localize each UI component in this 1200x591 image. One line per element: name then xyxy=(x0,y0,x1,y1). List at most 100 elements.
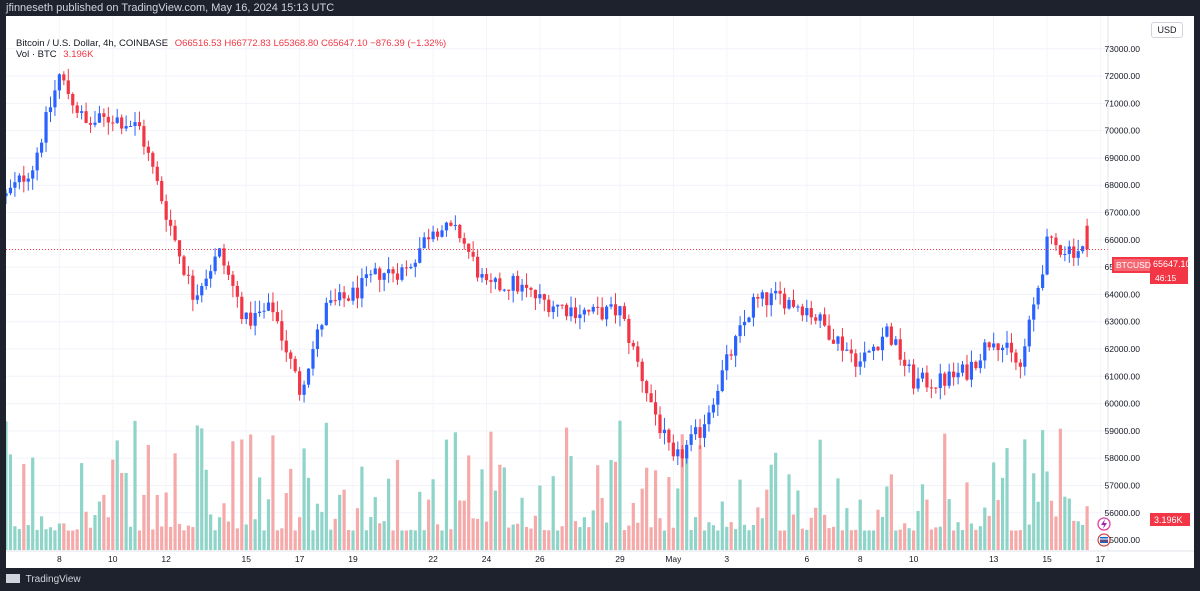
candle-body xyxy=(774,290,778,294)
volume-bar xyxy=(573,521,578,550)
candle-body xyxy=(680,449,684,459)
candle-body xyxy=(418,248,422,263)
candle-body xyxy=(22,175,26,182)
volume-bar xyxy=(39,516,44,550)
time-tick-label: 13 xyxy=(989,554,999,564)
volume-bar xyxy=(97,501,102,550)
currency-button[interactable]: USD xyxy=(1151,22,1183,38)
volume-bar xyxy=(484,521,489,550)
volume-bar xyxy=(1041,430,1045,550)
time-tick-label: 6 xyxy=(804,554,809,564)
candle-body xyxy=(658,414,662,434)
bar-countdown: 46:15 xyxy=(1155,273,1177,283)
volume-bar xyxy=(382,521,386,550)
chart-pane[interactable]: 73000.00 72000.00 71000.00 70000.00 69000.00… xyxy=(4,16,1194,568)
time-tick-label: 24 xyxy=(482,554,492,564)
volume-bar xyxy=(142,494,146,550)
volume-bar xyxy=(645,467,649,550)
volume-bar xyxy=(774,452,778,550)
candle-body xyxy=(720,370,724,391)
volume-bar xyxy=(35,529,39,550)
price-axis[interactable]: 73000.00 72000.00 71000.00 70000.00 69000.00… xyxy=(1105,16,1141,551)
volume-bar xyxy=(435,524,440,550)
publisher-caption: jfinneseth published on TradingView.com,… xyxy=(6,2,335,14)
candle-body xyxy=(814,317,818,321)
volume-bar xyxy=(511,524,515,550)
candle-body xyxy=(351,287,355,301)
candle-body xyxy=(529,287,533,290)
volume-badge-label: 3.196K xyxy=(1154,515,1183,525)
candle-body xyxy=(169,219,173,226)
candlestick-chart[interactable]: 73000.00 72000.00 71000.00 70000.00 69000.00… xyxy=(4,16,1194,568)
volume-bar xyxy=(369,517,373,550)
candle-body xyxy=(978,360,982,369)
candle-body xyxy=(244,312,248,320)
grid xyxy=(6,16,1106,551)
volume-bar xyxy=(929,529,933,550)
volume-bar xyxy=(182,530,186,550)
candle-body xyxy=(898,339,902,360)
volume-bar xyxy=(249,434,253,550)
volume-bar xyxy=(146,444,150,550)
candle-body xyxy=(209,271,213,279)
volume-bar xyxy=(831,526,836,550)
volume-bar xyxy=(257,477,262,550)
candle-body xyxy=(742,321,747,326)
volume-bar xyxy=(1049,500,1054,550)
volume-bar xyxy=(329,529,333,550)
candle-body xyxy=(653,402,658,415)
volume-bar xyxy=(346,530,351,550)
candle-body xyxy=(938,373,942,388)
volume-bar xyxy=(1067,498,1071,550)
flag-icon[interactable] xyxy=(1097,533,1111,547)
volume-bar xyxy=(916,510,920,550)
candle-body xyxy=(889,326,893,345)
candle-body xyxy=(885,326,889,337)
volume-bar xyxy=(355,508,360,550)
candle-body xyxy=(320,325,324,330)
candle-body xyxy=(823,314,827,326)
candle-body xyxy=(725,354,729,371)
price-tick-label: 62000.00 xyxy=(1105,344,1141,354)
volume-bar xyxy=(293,530,297,550)
candle-body xyxy=(551,306,555,313)
candle-body xyxy=(489,280,493,282)
candle-body xyxy=(213,256,217,272)
volume-bar xyxy=(894,530,898,550)
candle-body xyxy=(667,429,671,443)
volume-bar xyxy=(907,528,911,550)
candle-body xyxy=(809,308,813,318)
volume-bar xyxy=(618,420,622,550)
volume-bar xyxy=(217,517,222,550)
volume-bar xyxy=(840,530,845,550)
volume-bar xyxy=(845,508,849,550)
volume-bar xyxy=(734,529,738,550)
volume-bar xyxy=(351,530,355,550)
candle-body xyxy=(1081,246,1085,252)
candle-body xyxy=(66,80,70,94)
volume-bar xyxy=(849,530,853,550)
volume-bar xyxy=(636,522,640,550)
candle-body xyxy=(952,371,956,378)
footer-brand[interactable]: TradingView xyxy=(6,573,81,587)
candle-body xyxy=(511,275,515,291)
legend-ohlc: O66516.53 H66772.83 L65368.80 C65647.10 … xyxy=(174,38,447,49)
candle-body xyxy=(631,342,635,347)
time-tick-label: May xyxy=(665,554,682,564)
volume-bar xyxy=(502,467,506,550)
volume-bar xyxy=(458,500,462,550)
volume-bar xyxy=(480,469,484,550)
lightning-icon[interactable] xyxy=(1097,517,1111,531)
volume-bar xyxy=(462,500,466,550)
candle-body xyxy=(943,373,947,386)
time-axis[interactable]: 8 10 12 15 17 19 22 24 26 29 May 3 6 8 10 13 15 17 xyxy=(6,550,1194,564)
candle-body xyxy=(160,180,164,202)
chart-legend: Bitcoin / U.S. Dollar, 4h, COINBASE O665… xyxy=(16,38,446,60)
volume-bar xyxy=(378,523,382,550)
candle-body xyxy=(26,178,30,182)
candle-body xyxy=(431,231,435,240)
candle-body xyxy=(569,307,573,317)
candle-body xyxy=(271,302,275,313)
volume-bar xyxy=(84,511,88,550)
candle-body xyxy=(636,346,640,362)
